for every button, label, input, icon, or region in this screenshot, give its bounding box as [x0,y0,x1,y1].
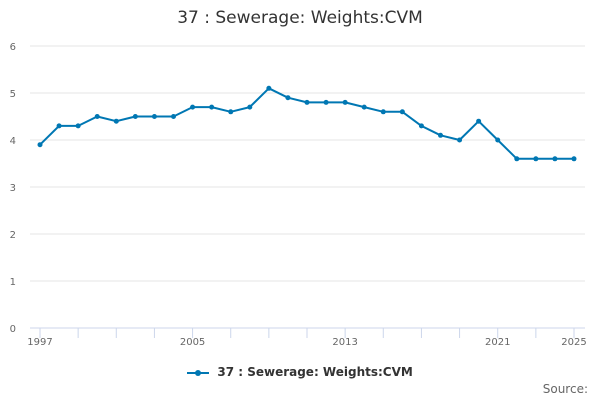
data-point [438,132,443,138]
y-tick-label: 6 [10,42,16,53]
legend-swatch-icon [187,367,210,379]
data-point [323,99,329,105]
data-point [571,156,577,162]
data-point [457,137,463,143]
series-layer [37,85,577,162]
data-point [476,118,482,124]
y-tick-label: 5 [10,89,16,100]
y-tick-label: 0 [10,324,16,335]
y-tick-label: 2 [10,230,16,241]
source-label: Source: [542,382,588,396]
y-tick-label: 1 [10,277,16,288]
axes: 0 1 2 3 4 5 6 1997 2005 2013 2021 2025 [10,42,587,348]
data-point [132,114,138,119]
data-point [514,156,520,162]
data-point [342,99,348,105]
data-point [399,109,405,115]
chart-title: 37 : Sewerage: Weights:CVM [177,8,423,28]
data-point [171,114,176,119]
data-point [266,85,272,91]
x-tick-label: 2005 [180,337,205,348]
data-point [552,156,558,162]
data-point [285,95,291,101]
data-point [247,104,253,110]
grid-lines [30,45,585,282]
y-tick-label: 4 [10,136,16,147]
data-point [361,104,367,110]
y-tick-label: 3 [10,183,16,194]
data-point [151,114,157,119]
data-point [228,109,234,115]
x-tick-label: 2021 [485,337,510,348]
x-tick-label: 2025 [561,337,586,348]
data-point [190,104,196,110]
data-point [533,156,539,162]
data-point [209,104,215,110]
data-point [495,137,501,143]
data-point [37,142,43,148]
series-line [39,87,574,160]
data-point [75,123,81,129]
legend-label: 37 : Sewerage: Weights:CVM [217,365,413,379]
legend[interactable]: 37 : Sewerage: Weights:CVM [0,365,600,379]
data-point [418,123,424,129]
data-point [56,123,62,129]
data-point [304,99,310,105]
data-point [94,114,100,119]
x-tick-label: 1997 [27,337,52,348]
data-point [380,109,386,115]
data-point [113,118,119,124]
x-tick-label: 2013 [332,337,357,348]
